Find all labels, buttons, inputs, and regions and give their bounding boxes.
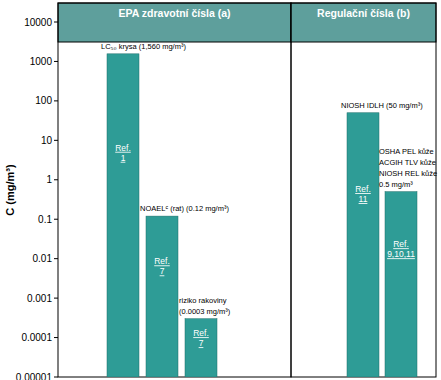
annotation: riziko rakoviny(0.0003 mg/m³)	[179, 296, 231, 316]
y-axis-label: C (mg/m³)	[4, 164, 16, 216]
bar	[107, 54, 139, 377]
annotation: NOAELᶜ (rat) (0.12 mg/m³)	[140, 204, 229, 213]
y-tick-label: 100	[35, 95, 52, 106]
y-tick-label: 0.001	[27, 293, 52, 304]
bar	[185, 319, 217, 377]
bar-text: Ref.1	[115, 143, 131, 163]
y-tick-label: 10000	[24, 17, 52, 28]
y-tick-label: 0.01	[33, 253, 53, 264]
panel-title: Regulační čísla (b)	[317, 7, 410, 19]
chart: EPA zdravotní čísla (a) 0.00001 0.0001 0.00…	[0, 0, 441, 380]
annotation: LC₅₀ krysa (1,560 mg/m³)	[101, 42, 186, 51]
bar-text: Ref.9,10,11	[387, 239, 415, 259]
y-tick-label: 0.0001	[21, 332, 52, 343]
y-tick	[54, 377, 58, 378]
annotation: OSHA PEL kůžeACGIH TLV kůžeNIOSH REL kůž…	[379, 147, 437, 189]
plot-frame	[58, 3, 291, 377]
y-tick-label: 1000	[30, 56, 53, 67]
y-tick	[54, 179, 58, 180]
bar-text: Ref.11	[355, 184, 371, 204]
y-tick-label: 0.1	[38, 214, 52, 225]
y-tick	[54, 298, 58, 299]
y-tick	[54, 61, 58, 62]
bar	[347, 113, 379, 377]
annotation: NIOSH IDLH (50 mg/m³)	[341, 101, 423, 110]
bar	[146, 216, 178, 377]
bar-text: Ref.7	[193, 328, 209, 348]
panel-header	[291, 3, 436, 42]
bar	[385, 192, 417, 377]
y-tick	[54, 100, 58, 101]
panel-title: EPA zdravotní čísla (a)	[118, 7, 230, 19]
y-tick	[54, 22, 58, 23]
y-tick-label: 0.00001	[16, 372, 53, 380]
bar-text: Ref.7	[154, 256, 170, 276]
y-tick-label: 1	[46, 174, 52, 185]
y-tick	[54, 219, 58, 220]
plot-frame	[291, 3, 436, 377]
y-tick	[54, 140, 58, 141]
y-tick	[54, 337, 58, 338]
panel-header	[58, 3, 291, 42]
y-tick-label: 10	[41, 135, 53, 146]
y-tick	[54, 258, 58, 259]
bars	[107, 54, 217, 377]
